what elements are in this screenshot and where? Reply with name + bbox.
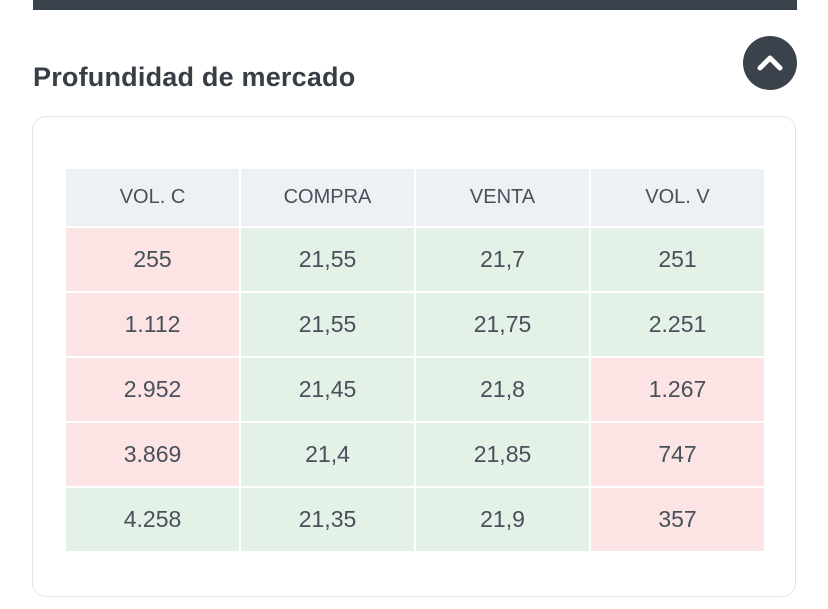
table-row: 1.112 21,55 21,75 2.251 xyxy=(66,293,764,356)
column-header-vol-c: VOL. C xyxy=(66,169,239,226)
table-cell: 251 xyxy=(591,228,764,291)
table-cell: 21,75 xyxy=(416,293,589,356)
table-cell: 21,85 xyxy=(416,423,589,486)
table-cell: 21,7 xyxy=(416,228,589,291)
column-header-venta: VENTA xyxy=(416,169,589,226)
table-cell: 357 xyxy=(591,488,764,551)
table-cell: 3.869 xyxy=(66,423,239,486)
column-header-vol-v: VOL. V xyxy=(591,169,764,226)
page-title: Profundidad de mercado xyxy=(33,62,356,93)
table-body: 255 21,55 21,7 251 1.112 21,55 21,75 2.251 2.952… xyxy=(66,228,764,551)
table-cell: 21,4 xyxy=(241,423,414,486)
table-cell: 2.251 xyxy=(591,293,764,356)
top-accent-bar xyxy=(33,0,797,10)
table-cell: 21,55 xyxy=(241,228,414,291)
table-cell: 21,35 xyxy=(241,488,414,551)
table-cell: 747 xyxy=(591,423,764,486)
chevron-up-icon xyxy=(755,54,785,73)
table-cell: 255 xyxy=(66,228,239,291)
table-cell: 21,8 xyxy=(416,358,589,421)
table-cell: 21,55 xyxy=(241,293,414,356)
market-depth-card: VOL. C COMPRA VENTA VOL. V 255 21,55 21,7 2… xyxy=(32,116,796,597)
table-cell: 21,9 xyxy=(416,488,589,551)
table-cell: 4.258 xyxy=(66,488,239,551)
table-row: 4.258 21,35 21,9 357 xyxy=(66,488,764,551)
table-row: 3.869 21,4 21,85 747 xyxy=(66,423,764,486)
collapse-section-button[interactable] xyxy=(743,36,797,90)
table-cell: 1.267 xyxy=(591,358,764,421)
market-depth-table: VOL. C COMPRA VENTA VOL. V 255 21,55 21,7 2… xyxy=(66,169,764,553)
table-cell: 21,45 xyxy=(241,358,414,421)
table-cell: 1.112 xyxy=(66,293,239,356)
table-cell: 2.952 xyxy=(66,358,239,421)
column-header-compra: COMPRA xyxy=(241,169,414,226)
table-header-row: VOL. C COMPRA VENTA VOL. V xyxy=(66,169,764,226)
table-row: 2.952 21,45 21,8 1.267 xyxy=(66,358,764,421)
table-row: 255 21,55 21,7 251 xyxy=(66,228,764,291)
